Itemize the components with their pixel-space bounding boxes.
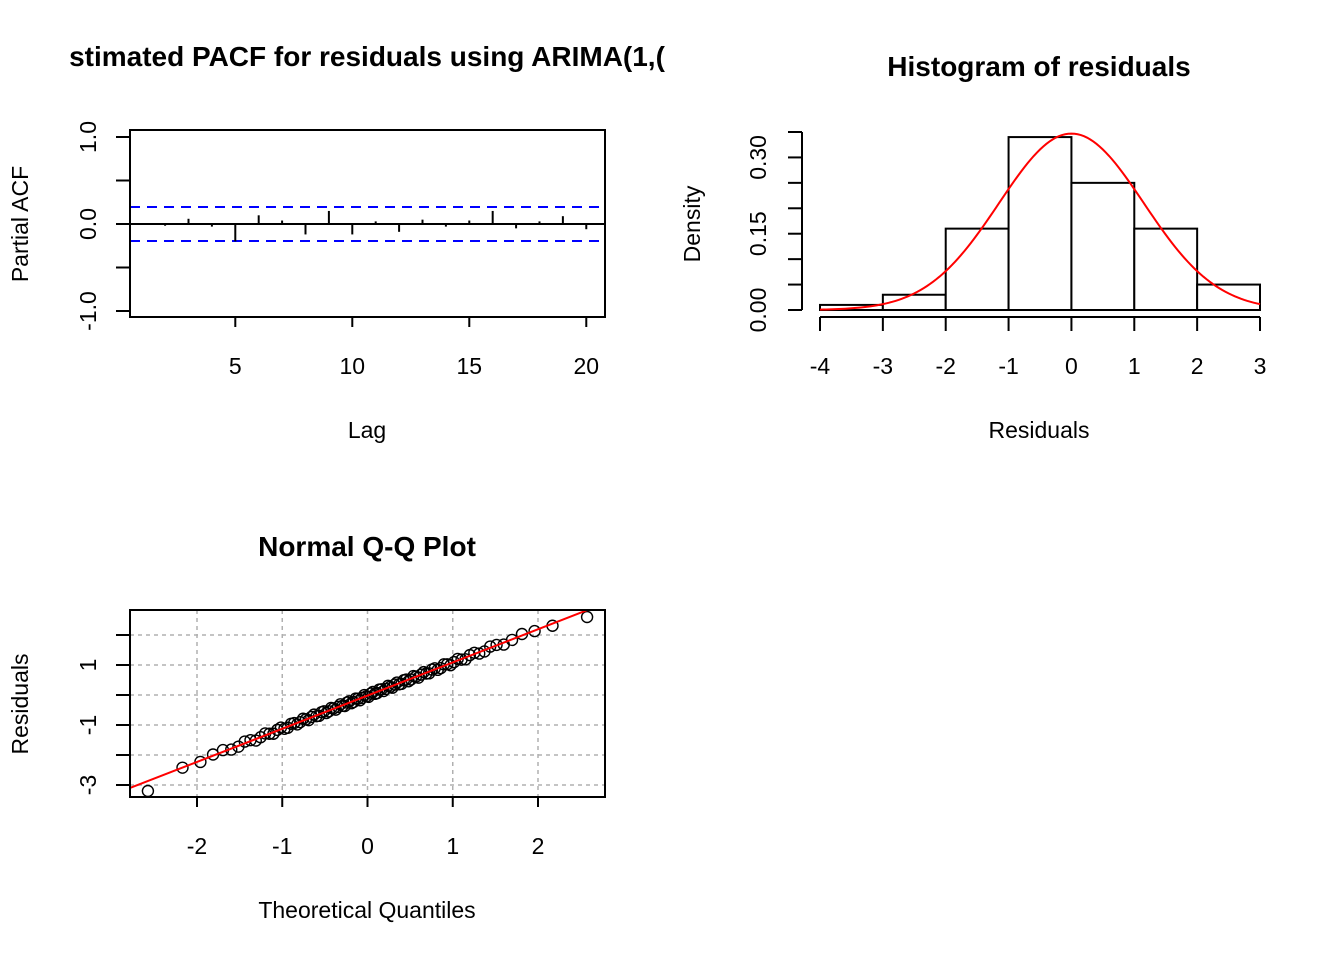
hist-x-tick-label: 1	[1128, 353, 1141, 379]
qq-plot-frame	[129, 609, 606, 798]
hist-xlabel: Residuals	[989, 417, 1090, 443]
qq-reference-line	[130, 610, 591, 789]
pacf-xlabel: Lag	[348, 417, 386, 443]
qq-point	[447, 655, 461, 669]
pacf-panel: stimated PACF for residuals using ARIMA(…	[7, 41, 666, 443]
hist-ylabel: Density	[679, 185, 705, 262]
hist-bar	[944, 227, 1010, 311]
hist-x-tick-label: -3	[873, 353, 893, 379]
qq-y-tick-label: -1	[75, 715, 101, 735]
qq-point	[414, 668, 428, 681]
qq-title: Normal Q-Q Plot	[258, 531, 476, 562]
pacf-x-tick-label: 5	[229, 353, 242, 379]
qq-ylabel: Residuals	[7, 654, 33, 755]
pacf-y-tick-label: 1.0	[75, 121, 101, 153]
hist-x-tick-label: -4	[810, 353, 831, 379]
qq-x-tick-label: -2	[187, 833, 207, 859]
hist-bar	[1196, 283, 1261, 312]
qq-x-tick-label: 1	[446, 833, 459, 859]
qq-point	[528, 624, 541, 638]
qq-x-tick-label: -1	[272, 833, 292, 859]
hist-bar	[1133, 227, 1199, 311]
qq-xlabel: Theoretical Quantiles	[258, 897, 475, 923]
qq-point	[225, 743, 238, 756]
hist-y-tick-label: 0.00	[745, 288, 771, 333]
hist-title: Histogram of residuals	[887, 51, 1190, 82]
pacf-y-tick-label: 0.0	[75, 208, 101, 240]
pacf-title: stimated PACF for residuals using ARIMA(…	[69, 41, 666, 72]
hist-x-tick-label: 3	[1254, 353, 1267, 379]
qq-y-tick-label: -3	[75, 775, 101, 795]
hist-panel: Histogram of residuals Residuals Density…	[679, 51, 1266, 443]
hist-density-curve	[819, 132, 1261, 311]
qq-x-tick-label: 2	[532, 833, 545, 859]
qq-point	[490, 638, 503, 652]
hist-y-tick-label: 0.15	[745, 211, 771, 256]
hist-y-tick-label: 0.30	[745, 135, 771, 180]
pacf-x-tick-label: 20	[573, 353, 599, 379]
qq-point	[294, 715, 307, 729]
hist-x-tick-label: -2	[935, 353, 955, 379]
hist-bar	[1007, 136, 1073, 311]
hist-x-tick-label: -1	[998, 353, 1018, 379]
qq-point	[305, 710, 318, 724]
pacf-x-tick-label: 10	[339, 353, 365, 379]
pacf-x-tick-label: 15	[456, 353, 482, 379]
qq-plot-area	[130, 610, 605, 797]
hist-bar	[1070, 181, 1136, 312]
hist-x-tick-label: 2	[1191, 353, 1204, 379]
qq-y-tick-label: 1	[75, 659, 101, 672]
qq-point	[263, 727, 276, 740]
qq-point	[141, 784, 155, 797]
qq-x-tick-label: 0	[361, 833, 374, 859]
pacf-ylabel: Partial ACF	[7, 166, 33, 282]
qq-point	[176, 761, 189, 774]
pacf-y-tick-label: -1.0	[75, 291, 101, 331]
qq-point	[580, 610, 594, 624]
qq-point	[505, 633, 519, 647]
pacf-plot-frame	[129, 129, 606, 318]
qq-panel: Normal Q-Q Plot Theoretical Quantiles Re…	[7, 531, 606, 923]
hist-x-tick-label: 0	[1065, 353, 1078, 379]
